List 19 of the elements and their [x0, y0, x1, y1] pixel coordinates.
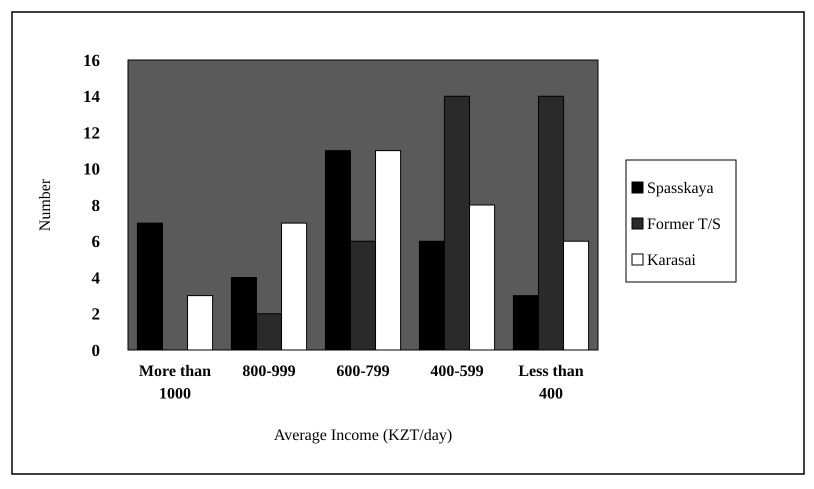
legend-label: Spasskaya — [647, 180, 714, 197]
x-axis-title: Average Income (KZT/day) — [274, 427, 452, 444]
legend-label: Karasai — [647, 252, 696, 269]
y-tick-label: 10 — [83, 160, 100, 179]
y-tick-label: 8 — [92, 196, 100, 215]
x-tick-label: More than 1000 — [138, 363, 212, 402]
y-axis-title: Number — [37, 178, 54, 232]
legend-label: Former T/S — [647, 216, 721, 233]
x-tick-label: 800-999 — [242, 363, 296, 380]
y-tick-label: 2 — [92, 304, 100, 324]
x-tick-label: Less than 400 — [518, 363, 584, 402]
y-tick-label: 16 — [83, 50, 100, 70]
x-tick-label: 400-599 — [430, 363, 484, 380]
y-tick-label: 0 — [92, 340, 100, 360]
y-tick-label: 12 — [83, 123, 100, 142]
x-tick-label: 600-799 — [336, 363, 390, 380]
y-tick-label: 14 — [83, 87, 100, 106]
y-tick-label: 4 — [92, 268, 100, 288]
y-tick-label: 6 — [92, 232, 100, 252]
